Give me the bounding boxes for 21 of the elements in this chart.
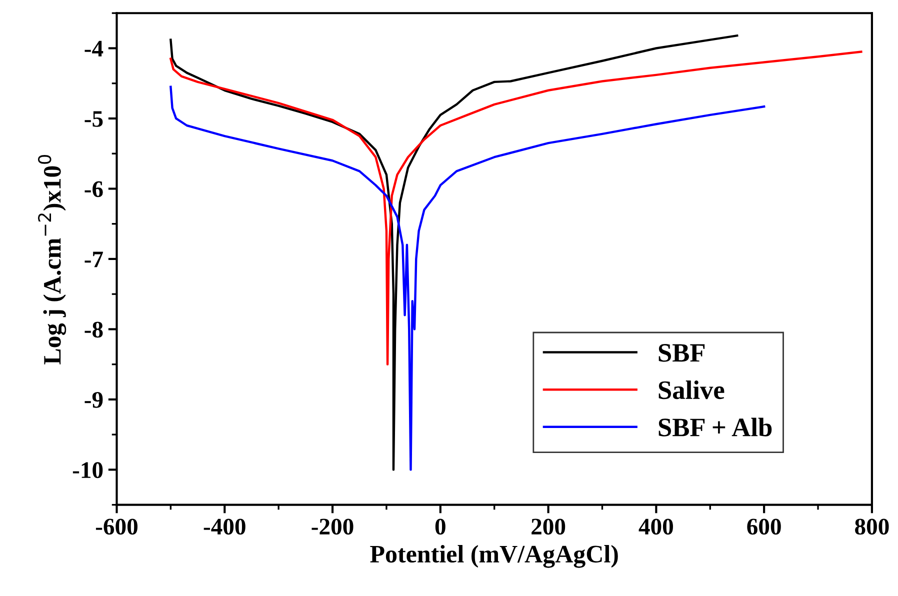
x-tick-label: 400 (638, 518, 673, 535)
y-tick-label: -6 (84, 181, 103, 198)
x-axis-title: Potentiel (mV/AgAgCl) (370, 544, 618, 568)
y-tick-label: -9 (84, 392, 103, 408)
y-axis-title: Log j (A.cm$^{−2}$)x10$^{0}$ (38, 155, 66, 364)
y-tick-label: -8 (84, 322, 103, 338)
y-tick-label: -5 (84, 111, 103, 127)
x-tick-label: 600 (747, 518, 781, 535)
legend-label: Salive (658, 380, 724, 400)
line-series (170, 50, 862, 366)
y-tick-label: -7 (84, 252, 103, 268)
legend-label: SBF (658, 344, 705, 362)
x-tick-label: 800 (855, 518, 889, 535)
x-tick-label: -400 (204, 518, 246, 535)
x-tick-label: 200 (532, 518, 566, 535)
legend-label: SBF + Alb (658, 418, 772, 436)
x-tick-label: -200 (312, 518, 354, 535)
x-tick-label: 0 (435, 518, 446, 535)
y-tick-label: -10 (72, 462, 103, 478)
x-tick-label: -600 (96, 518, 138, 535)
y-tick-label: -4 (84, 40, 104, 56)
